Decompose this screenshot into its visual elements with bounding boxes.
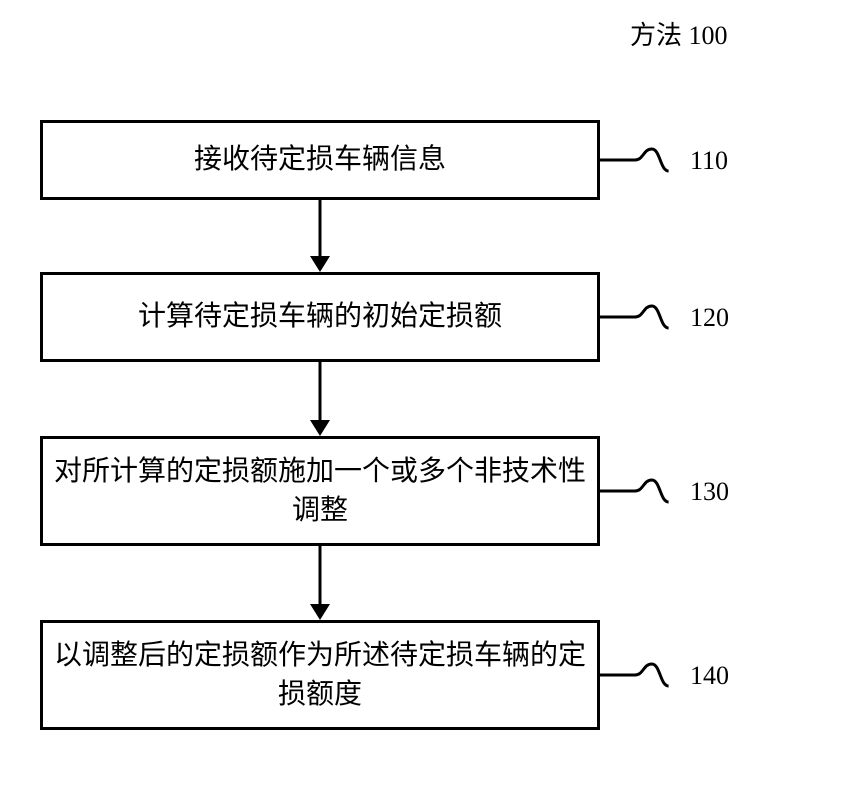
flowchart-canvas: 方法 100 接收待定损车辆信息 110 计算待定损车辆的初始定损额 120 对所计算的定… bbox=[0, 0, 849, 788]
step-130: 对所计算的定损额施加一个或多个非技术性调整 bbox=[40, 436, 600, 546]
step-140-label: 140 bbox=[690, 661, 729, 691]
step-130-connector bbox=[600, 477, 670, 505]
arrow-step-130-to-step-140 bbox=[310, 546, 330, 620]
step-110-connector bbox=[600, 146, 670, 174]
step-120-label: 120 bbox=[690, 303, 729, 333]
arrow-step-110-to-step-120 bbox=[310, 200, 330, 272]
step-120-connector bbox=[600, 303, 670, 331]
step-120: 计算待定损车辆的初始定损额 bbox=[40, 272, 600, 362]
step-110-label: 110 bbox=[690, 146, 728, 176]
arrow-step-120-to-step-130 bbox=[310, 362, 330, 436]
step-140-connector bbox=[600, 661, 670, 689]
step-130-label: 130 bbox=[690, 477, 729, 507]
step-140: 以调整后的定损额作为所述待定损车辆的定损额度 bbox=[40, 620, 600, 730]
diagram-title: 方法 100 bbox=[630, 15, 728, 52]
step-110: 接收待定损车辆信息 bbox=[40, 120, 600, 200]
